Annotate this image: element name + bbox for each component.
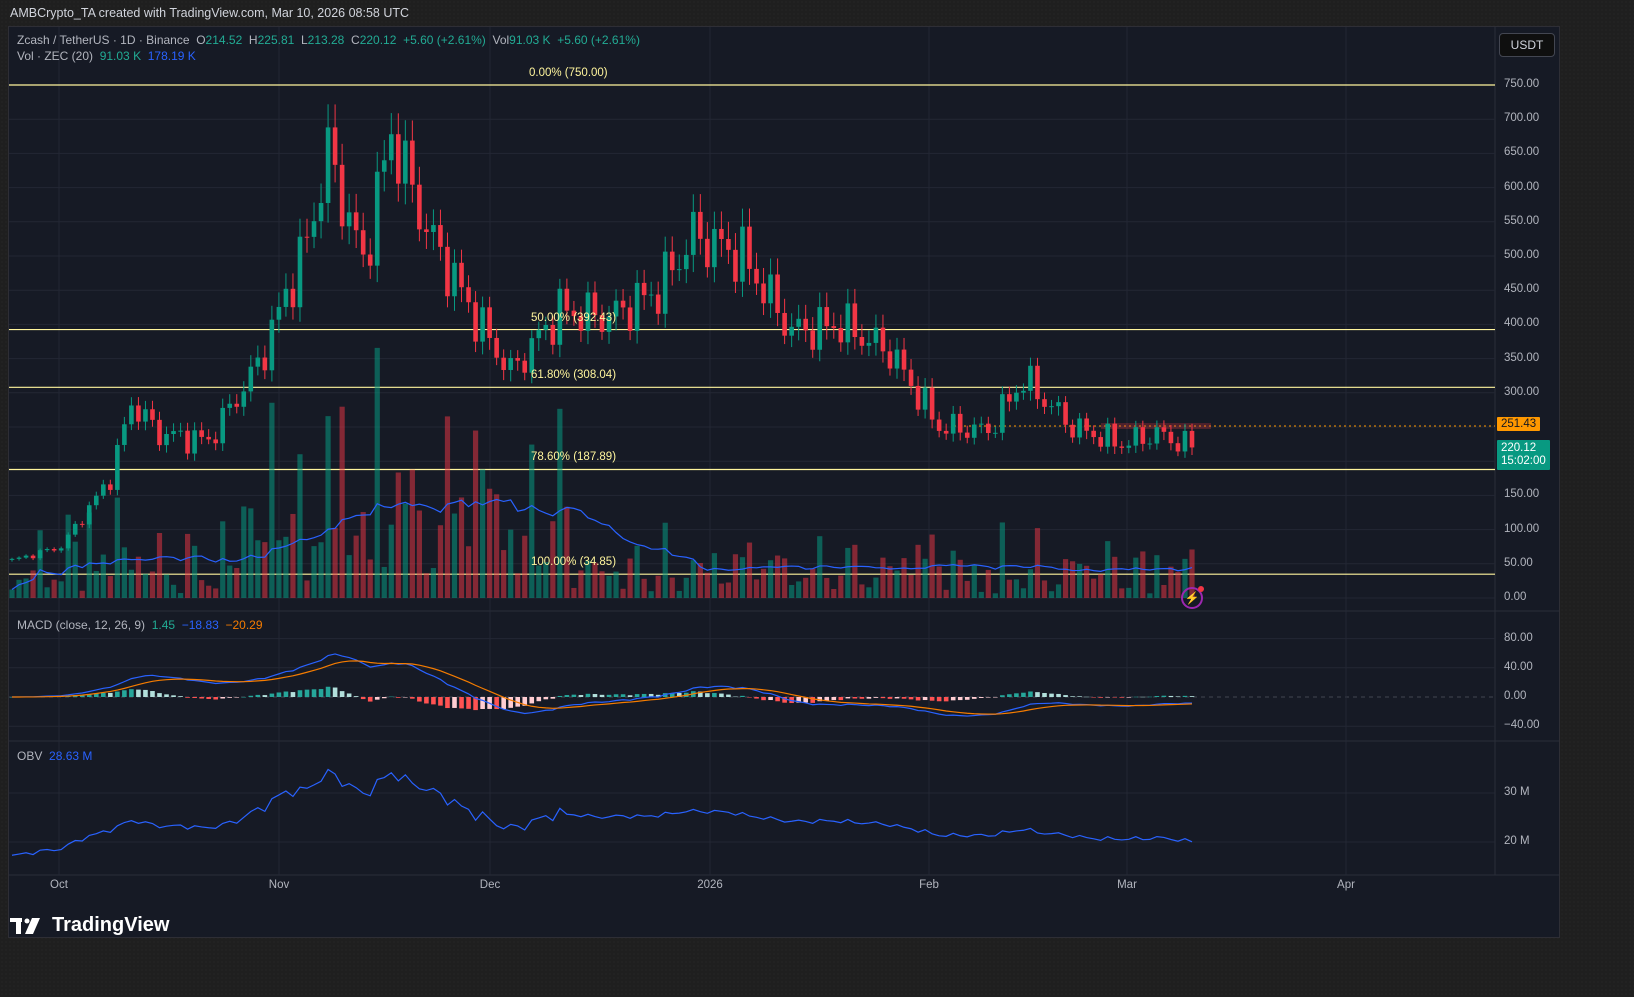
volume-ma-value: 178.19 K: [147, 49, 196, 63]
obv-legend[interactable]: OBV 28.63 M: [17, 749, 93, 763]
low-value: 213.28: [307, 33, 345, 47]
price-axis-label: 0.00: [1504, 591, 1527, 603]
price-axis-label: 700.00: [1504, 112, 1540, 125]
time-axis-label: Feb: [919, 879, 939, 891]
macd-axis-label: −40.00: [1504, 719, 1540, 732]
alert-price-tag[interactable]: 251.43: [1497, 417, 1541, 431]
macd-value: −18.83: [181, 618, 219, 632]
fib-level-label: 100.00% (34.85): [531, 556, 617, 569]
lightning-alert-icon[interactable]: ⚡: [1181, 586, 1204, 609]
time-axis-label: Mar: [1117, 879, 1137, 891]
price-axis-label: 150.00: [1504, 488, 1540, 501]
time-axis-label: Oct: [50, 879, 68, 891]
close-value: 220.12: [359, 33, 397, 47]
tradingview-logo[interactable]: TradingView: [10, 914, 169, 937]
brand-name: TradingView: [52, 914, 170, 936]
macd-axis-label: 80.00: [1504, 631, 1533, 644]
price-axis-label: 550.00: [1504, 214, 1540, 227]
macd-axis-label: 0.00: [1504, 690, 1527, 702]
volume-legend[interactable]: Vol · ZEC (20) 91.03 K 178.19 K: [17, 49, 196, 63]
obv-axis-label: 20 M: [1504, 835, 1530, 847]
tradingview-logo-icon: [10, 917, 40, 934]
notification-dot-icon: [1198, 586, 1204, 592]
price-axis-label: 350.00: [1504, 351, 1540, 364]
obv-axis-label: 30 M: [1504, 786, 1530, 798]
chart-frame[interactable]: Zcash / TetherUS · 1D · Binance O214.52 …: [8, 26, 1560, 938]
fib-level-label: 0.00% (750.00): [529, 67, 608, 79]
time-axis-label: 2026: [697, 879, 723, 891]
attribution: AMBCrypto_TA created with TradingView.co…: [10, 6, 410, 20]
price-axis-label: 100.00: [1504, 522, 1540, 535]
obv-value: 28.63 M: [49, 749, 93, 763]
currency-unit-button[interactable]: USDT: [1499, 33, 1555, 57]
price-axis-label: 650.00: [1504, 146, 1540, 159]
high-value: 225.81: [257, 33, 295, 47]
macd-hist-value: 1.45: [151, 618, 176, 632]
price-axis-label: 500.00: [1504, 249, 1540, 261]
price-axis-label: 600.00: [1504, 180, 1540, 193]
price-axis-label: 750.00: [1504, 78, 1540, 90]
price-axis-label: 450.00: [1504, 283, 1540, 296]
macd-legend[interactable]: MACD (close, 12, 26, 9) 1.45 −18.83 −20.…: [17, 618, 263, 632]
symbol-title: Zcash / TetherUS · 1D · Binance: [17, 33, 190, 47]
volume-value: 91.03 K: [99, 49, 142, 63]
chart-canvas[interactable]: [9, 27, 1559, 937]
vol-value: 91.03 K: [509, 33, 551, 47]
fib-level-label: 61.80% (308.04): [531, 369, 617, 382]
time-axis-label: Apr: [1337, 879, 1355, 891]
macd-signal-value: −20.29: [225, 618, 263, 632]
fib-level-label: 78.60% (187.89): [531, 451, 617, 464]
price-axis-label: 50.00: [1504, 556, 1533, 569]
symbol-legend[interactable]: Zcash / TetherUS · 1D · Binance O214.52 …: [17, 33, 640, 47]
time-axis-label: Nov: [268, 879, 290, 891]
bar-countdown: 15:02:00: [1501, 455, 1546, 467]
last-price: 220.12: [1501, 442, 1537, 454]
last-price-tag[interactable]: 220.12 15:02:00: [1497, 440, 1550, 470]
vol-change-value: +5.60 (+2.61%): [557, 33, 640, 47]
time-axis-label: Dec: [479, 879, 501, 891]
macd-axis-label: 40.00: [1504, 660, 1533, 673]
change-value: +5.60 (+2.61%): [403, 33, 486, 47]
price-axis-label: 400.00: [1504, 317, 1540, 330]
open-value: 214.52: [205, 33, 243, 47]
price-axis-label: 300.00: [1504, 385, 1540, 398]
fib-level-label: 50.00% (392.43): [531, 311, 617, 324]
